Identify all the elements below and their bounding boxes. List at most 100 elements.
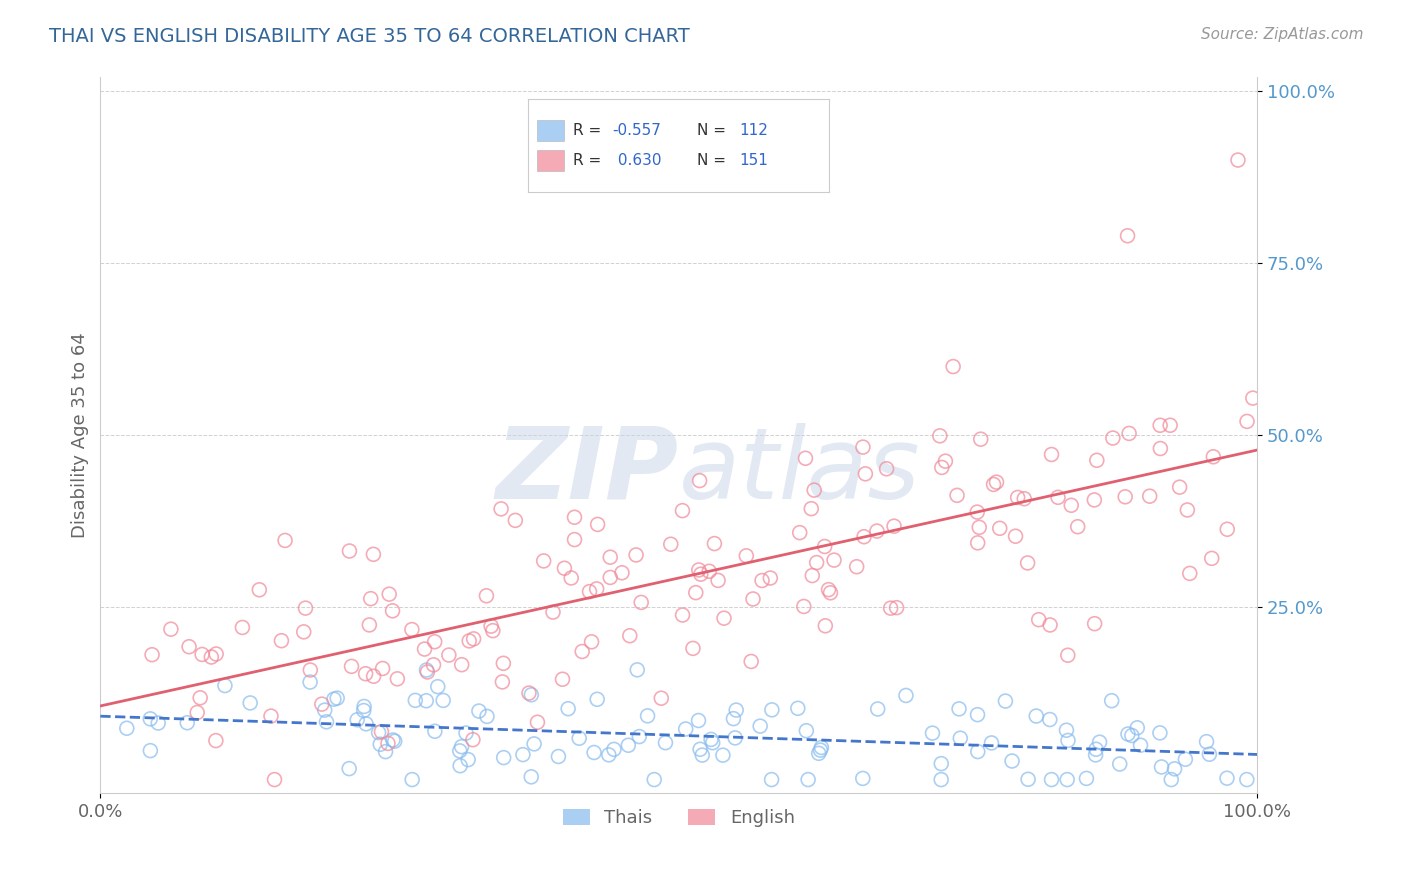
Point	[797, 772, 820, 787]
Point	[817, 582, 839, 597]
Point	[553, 561, 575, 575]
Point	[1160, 772, 1182, 787]
Point	[1178, 566, 1201, 581]
Point	[492, 750, 515, 764]
Point	[423, 634, 446, 648]
Point	[845, 559, 868, 574]
Point	[422, 657, 444, 672]
Point	[801, 568, 824, 582]
Point	[983, 477, 1005, 491]
Point	[617, 738, 640, 752]
Point	[1004, 529, 1026, 543]
Point	[1159, 418, 1181, 433]
Point	[702, 736, 724, 750]
Point	[671, 607, 693, 622]
Point	[689, 742, 711, 756]
Point	[711, 748, 734, 763]
Point	[239, 696, 262, 710]
Point	[475, 709, 498, 723]
Point	[994, 694, 1017, 708]
Point	[942, 359, 965, 374]
Point	[517, 686, 540, 700]
Point	[796, 723, 818, 738]
Point	[630, 595, 652, 609]
Point	[650, 691, 672, 706]
Point	[1174, 752, 1197, 766]
Point	[1046, 491, 1069, 505]
Point	[810, 740, 832, 755]
Point	[463, 632, 485, 646]
Point	[141, 648, 163, 662]
Point	[1149, 418, 1171, 433]
Point	[1216, 771, 1239, 785]
Point	[876, 462, 898, 476]
Point	[371, 661, 394, 675]
Point	[454, 726, 477, 740]
Point	[585, 582, 607, 596]
Point	[381, 604, 404, 618]
Point	[852, 772, 875, 786]
Point	[568, 731, 591, 746]
Point	[1007, 491, 1029, 505]
Point	[697, 564, 720, 578]
Point	[270, 633, 292, 648]
Point	[1118, 426, 1140, 441]
Point	[761, 703, 783, 717]
Point	[323, 692, 346, 706]
Point	[1241, 391, 1264, 405]
Point	[263, 772, 285, 787]
Point	[808, 743, 831, 757]
Point	[346, 713, 368, 727]
Point	[479, 619, 502, 633]
Point	[749, 719, 772, 733]
Point	[735, 549, 758, 563]
Point	[929, 756, 952, 771]
Point	[437, 648, 460, 662]
Point	[1057, 733, 1080, 747]
Point	[820, 586, 842, 600]
Point	[367, 725, 389, 739]
Point	[970, 432, 993, 446]
Point	[1195, 734, 1218, 748]
Point	[928, 429, 950, 443]
Point	[583, 746, 606, 760]
Point	[946, 488, 969, 502]
Point	[700, 732, 723, 747]
Point	[823, 553, 845, 567]
Point	[520, 770, 543, 784]
Point	[1126, 721, 1149, 735]
Point	[586, 692, 609, 706]
Point	[370, 724, 392, 739]
Point	[619, 629, 641, 643]
Point	[803, 483, 825, 497]
Point	[599, 570, 621, 584]
Point	[671, 503, 693, 517]
Point	[689, 567, 711, 582]
Point	[1163, 762, 1185, 776]
Point	[205, 733, 228, 747]
Legend: Thais, English: Thais, English	[555, 802, 801, 834]
Point	[1149, 442, 1171, 456]
Point	[520, 688, 543, 702]
Point	[526, 715, 548, 730]
Point	[551, 672, 574, 686]
Point	[886, 600, 908, 615]
Point	[610, 566, 633, 580]
Point	[688, 563, 710, 577]
Point	[260, 709, 283, 723]
Point	[883, 519, 905, 533]
Point	[689, 474, 711, 488]
Point	[359, 618, 381, 632]
Point	[1121, 729, 1143, 743]
Point	[1040, 448, 1063, 462]
Point	[934, 454, 956, 468]
Point	[786, 701, 808, 715]
Point	[759, 571, 782, 585]
Point	[742, 592, 765, 607]
Point	[292, 624, 315, 639]
Point	[314, 703, 336, 717]
Point	[423, 724, 446, 739]
Text: ZIP: ZIP	[496, 423, 679, 520]
Point	[564, 533, 586, 547]
Point	[354, 716, 377, 731]
